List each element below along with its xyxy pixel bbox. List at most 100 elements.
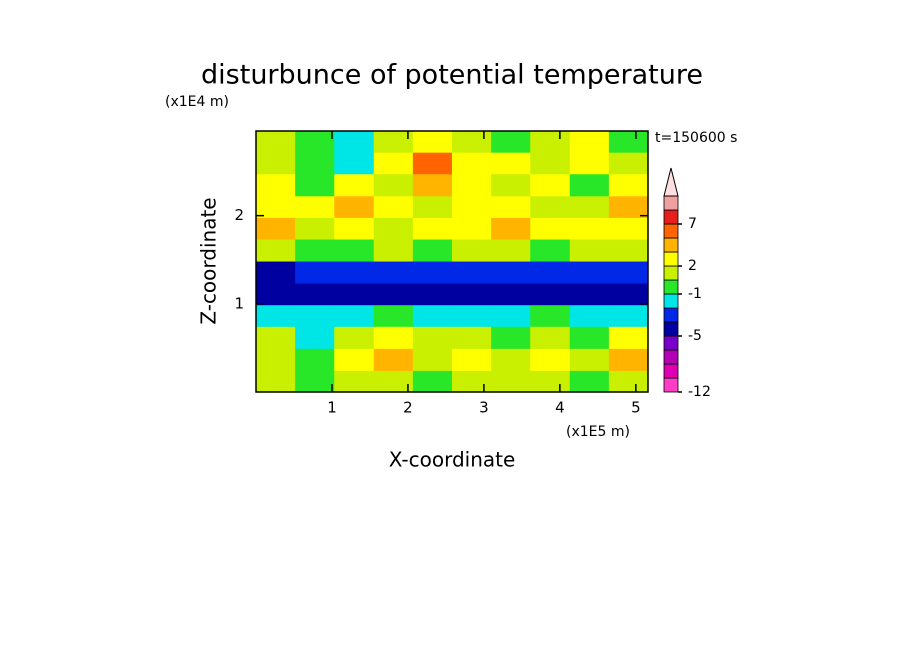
field-cell [412, 152, 453, 175]
field-cell [412, 173, 453, 197]
field-cell [295, 370, 335, 393]
field-cell [373, 239, 414, 262]
field-cell [334, 217, 375, 240]
field-cell [334, 152, 375, 175]
field-cell [452, 152, 492, 175]
field-cell [334, 173, 375, 197]
field-cell [412, 131, 453, 153]
field-cell [452, 326, 492, 349]
colorbar-tick-label: -5 [688, 328, 702, 344]
field-cell [491, 217, 531, 240]
field-cell [295, 173, 335, 197]
colorbar-segment [663, 237, 679, 253]
colorbar-tick-label: 2 [688, 258, 697, 274]
field-cell [491, 370, 531, 393]
field-cell [256, 173, 296, 197]
field-cell [569, 152, 610, 175]
colorbar-segment [663, 223, 679, 239]
field-cell [452, 283, 492, 306]
field-cell [569, 173, 610, 197]
field-cell [491, 239, 531, 262]
field-cell [412, 326, 453, 349]
x-tick-label: 1 [327, 399, 337, 417]
field-cell [569, 239, 610, 262]
y-tick-label: 2 [234, 206, 244, 224]
field-cell [530, 283, 571, 306]
colorbar-segment [663, 349, 679, 365]
field-cell [256, 283, 296, 306]
field-cell [295, 152, 335, 175]
field-cell [608, 173, 649, 197]
field-cell [373, 217, 414, 240]
colorbar-segment [663, 321, 679, 337]
field-cell [334, 304, 375, 327]
field-cell [373, 195, 414, 218]
field-cell [452, 239, 492, 262]
field-cell [569, 261, 610, 284]
field-cell [412, 195, 453, 218]
field-cell [256, 131, 296, 153]
field-cell [569, 195, 610, 218]
field-cell [256, 239, 296, 262]
field-cell [608, 239, 649, 262]
x-tick-label: 3 [479, 399, 489, 417]
field-cell [334, 370, 375, 393]
field-cell [491, 173, 531, 197]
field-cell [569, 326, 610, 349]
field-cell [608, 370, 649, 393]
field-cell [334, 131, 375, 153]
field-cell [256, 217, 296, 240]
field-cell [256, 261, 296, 284]
field-cell [334, 348, 375, 371]
y-unit: (x1E4 m) [165, 94, 229, 110]
axes: 1 2 3 4 512-12-5-127 [234, 130, 711, 417]
field-cell [334, 326, 375, 349]
field-cell [412, 239, 453, 262]
field-cell [412, 283, 453, 306]
field-cell [295, 304, 335, 327]
field-cell [295, 283, 335, 306]
field-cell [608, 326, 649, 349]
field-cell [491, 348, 531, 371]
field-cell [530, 173, 571, 197]
field-cell [608, 195, 649, 218]
field-cell [530, 217, 571, 240]
colorbar-tick-label: -1 [688, 286, 702, 302]
colorbar-segment [663, 293, 679, 309]
field-cell [295, 239, 335, 262]
colorbar-segment [663, 265, 679, 281]
field-cell [334, 195, 375, 218]
plot-frame [255, 130, 649, 393]
colorbar-segment [663, 209, 679, 225]
field-cell [256, 348, 296, 371]
field-cell [608, 217, 649, 240]
field-cell [569, 131, 610, 153]
field-cell [256, 195, 296, 218]
field-cell [334, 283, 375, 306]
field-cell [373, 304, 414, 327]
field-cell [373, 261, 414, 284]
y-axis-label: Z-coordinate [197, 197, 221, 324]
field-cell [412, 304, 453, 327]
field-cell [530, 261, 571, 284]
contour-field [256, 131, 649, 393]
x-tick-label: 2 [403, 399, 413, 417]
field-cell [295, 261, 335, 284]
field-cell [530, 195, 571, 218]
field-cell [334, 239, 375, 262]
field-cell [491, 304, 531, 327]
colorbar-segment [663, 363, 679, 379]
field-cell [373, 173, 414, 197]
field-cell [295, 131, 335, 153]
field-cell [295, 217, 335, 240]
field-cell [491, 261, 531, 284]
field-cell [295, 348, 335, 371]
field-cell [530, 326, 571, 349]
field-cell [491, 283, 531, 306]
field-cell [608, 152, 649, 175]
field-cell [530, 304, 571, 327]
field-cell [608, 131, 649, 153]
field-cell [608, 304, 649, 327]
field-cell [491, 131, 531, 153]
